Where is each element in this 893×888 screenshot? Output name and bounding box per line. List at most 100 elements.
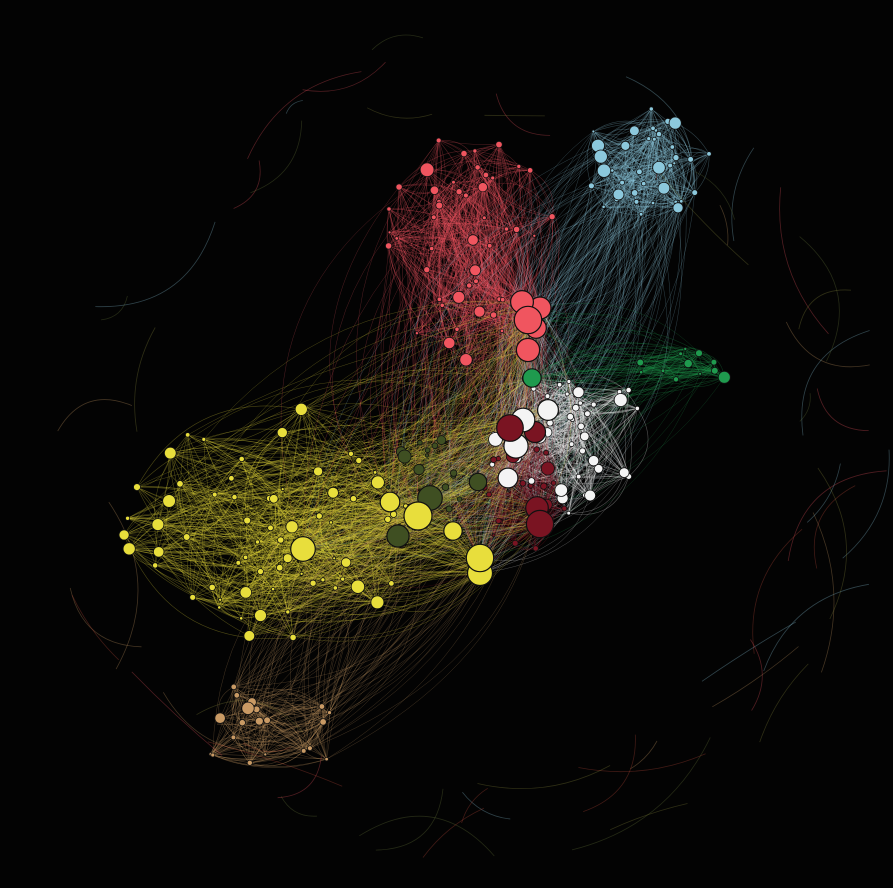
node-red [486,242,493,249]
graph-edge [492,177,512,331]
node-red [414,331,419,336]
node-tan [230,734,237,741]
graph-edge [458,245,491,298]
graph-edge [505,404,594,477]
node-yellow [340,557,352,568]
node-red [386,206,392,212]
graph-edge [397,399,621,537]
graph-edge [534,130,669,433]
graph-edge [447,195,467,360]
graph-edge [493,485,531,536]
graph-edge [431,217,485,559]
graph-edge [389,140,439,233]
graph-edge [426,169,517,230]
graph-edge [641,352,700,373]
graph-edge [549,422,583,452]
node-green [673,376,680,383]
graph-edge [429,370,664,504]
graph-edge [531,377,591,496]
graph-edge [531,413,588,482]
graph-edge [651,108,673,148]
graph-edge [559,384,629,477]
graph-edge [489,245,500,300]
node-green [639,370,644,375]
graph-edge [498,458,554,484]
graph-edge [652,127,691,160]
graph-edge [417,485,544,518]
graph-edge [566,393,581,445]
graph-edge [388,182,454,247]
graph-edge [634,157,677,194]
graph-edge [498,520,536,549]
graph-edge [476,174,487,218]
graph-edge [549,381,571,424]
graph-edge [438,201,503,331]
graph-edge [452,389,629,532]
node-yellow [267,524,274,532]
graph-edge [536,123,687,509]
node-white [566,413,574,421]
graph-edge [622,182,676,203]
graph-edge [531,348,681,379]
graph-edge [531,353,681,383]
graph-edge [391,174,487,517]
graph-edge [456,285,470,330]
graph-edge [752,528,803,654]
graph-edge [578,391,620,477]
graph-edge [531,356,725,379]
graph-edge [641,361,714,373]
graph-edge [799,236,840,362]
graph-edge [640,352,700,366]
graph-edge [474,150,531,171]
graph-edge [131,671,223,756]
graph-edge [389,458,518,503]
graph-edge [641,370,677,380]
graph-edge [482,319,529,477]
graph-edge [535,327,700,377]
graph-edge [416,217,485,334]
graph-edge [302,523,541,577]
node-light-blue [668,116,682,130]
graph-edge [531,371,701,379]
graph-edge [527,319,715,375]
graph-edge [497,299,511,429]
graph-edge [531,353,681,381]
graph-edge [479,379,677,559]
graph-edge [426,455,460,500]
graph-edge [498,301,562,491]
graph-edge [577,436,586,496]
graph-edge [280,796,318,817]
graph-edge [387,208,458,330]
graph-edge [431,236,490,249]
node-red [548,213,556,221]
graph-edge [566,393,579,477]
graph-edge [388,217,485,247]
node-yellow [243,516,252,525]
node-yellow [384,515,392,523]
node-yellow [320,577,326,583]
graph-edge [388,208,427,334]
node-white [564,391,570,397]
graph-edge [432,190,481,574]
graph-edge [535,327,577,509]
graph-edge [419,235,535,517]
graph-edge [448,108,652,532]
graph-edge [519,131,594,303]
graph-edge [493,235,536,316]
node-green [636,358,645,367]
graph-edge [477,174,492,483]
graph-edge [464,195,500,300]
graph-edge [388,160,519,210]
graph-edge [597,145,677,203]
node-tan [210,752,216,758]
graph-edge [531,367,715,379]
graph-edge [433,217,503,300]
node-white [554,483,568,497]
graph-edge [485,174,503,246]
graph-edge [433,215,490,246]
graph-edge [458,191,553,219]
graph-edge [465,229,517,360]
graph-edge [603,182,623,207]
node-white [613,393,628,407]
graph-edge [509,207,679,429]
